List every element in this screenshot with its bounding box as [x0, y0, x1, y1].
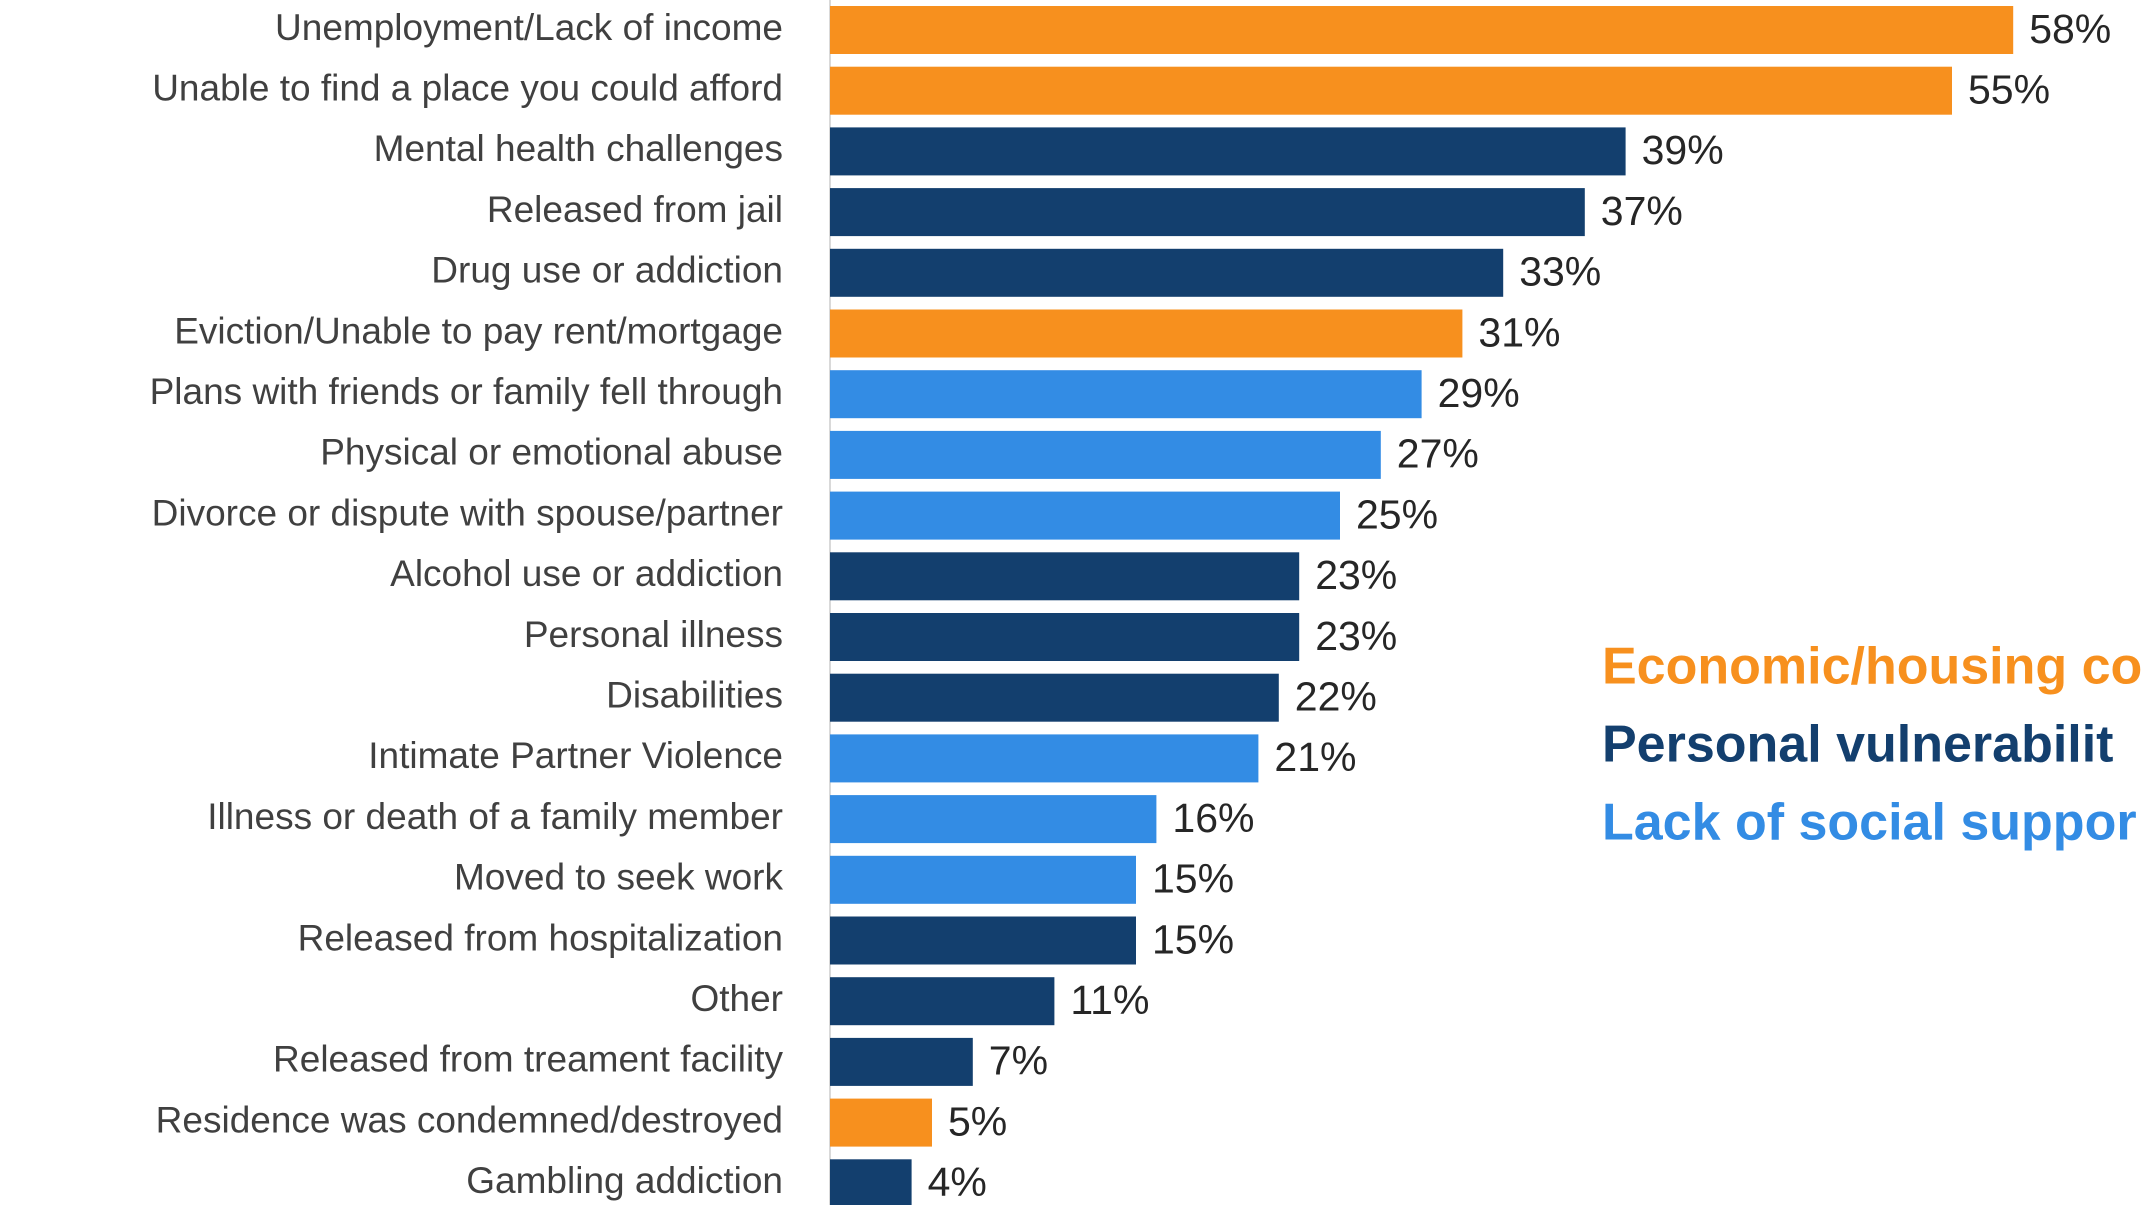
legend-entry: Personal vulnerabilit — [1602, 716, 2114, 774]
bar — [830, 1098, 932, 1147]
value-label: 16% — [1172, 795, 1254, 841]
bar — [830, 855, 1136, 904]
bar — [830, 430, 1381, 479]
bar — [830, 309, 1463, 358]
legend-entry: Economic/housing co — [1602, 638, 2142, 696]
value-label: 37% — [1601, 188, 1683, 234]
value-label: 15% — [1152, 916, 1234, 962]
category-label: Unemployment/Lack of income — [275, 7, 783, 48]
legend-entry: Lack of social suppor — [1602, 794, 2137, 852]
bar — [830, 1037, 973, 1086]
value-label: 33% — [1519, 249, 1601, 295]
category-label: Divorce or dispute with spouse/partner — [152, 492, 783, 533]
category-label: Released from hospitalization — [298, 917, 783, 958]
bar — [830, 916, 1136, 965]
category-label: Illness or death of a family member — [207, 796, 783, 837]
bar — [830, 188, 1585, 237]
bar — [830, 613, 1300, 661]
value-label: 31% — [1478, 309, 1560, 355]
bar — [830, 6, 2014, 54]
bar — [830, 127, 1626, 176]
category-label: Mental health challenges — [374, 128, 783, 169]
value-label: 21% — [1274, 734, 1356, 780]
bar — [830, 1159, 912, 1205]
category-label: Eviction/Unable to pay rent/mortgage — [174, 310, 783, 351]
category-label: Disabilities — [606, 674, 783, 715]
value-label: 23% — [1315, 613, 1397, 659]
value-label: 39% — [1642, 127, 1724, 173]
value-label: 29% — [1438, 370, 1520, 416]
bar — [830, 552, 1300, 601]
value-label: 25% — [1356, 491, 1438, 537]
value-label: 27% — [1397, 431, 1479, 477]
value-label: 7% — [989, 1038, 1048, 1084]
value-label: 5% — [948, 1098, 1007, 1144]
value-label: 58% — [2029, 6, 2111, 52]
category-label: Released from jail — [487, 189, 783, 230]
bar — [830, 795, 1157, 844]
category-label: Moved to seek work — [454, 857, 784, 898]
category-label: Other — [690, 978, 783, 1019]
value-label: 55% — [1968, 67, 2050, 113]
value-label: 23% — [1315, 552, 1397, 598]
value-label: 22% — [1295, 674, 1377, 720]
category-label: Drug use or addiction — [431, 250, 783, 291]
bar — [830, 248, 1504, 297]
value-label: 11% — [1070, 977, 1149, 1023]
bar — [830, 977, 1055, 1026]
bar — [830, 66, 1952, 115]
category-label: Residence was condemned/destroyed — [156, 1099, 783, 1140]
category-label: Unable to find a place you could afford — [152, 67, 783, 108]
category-label: Released from treament facility — [273, 1039, 783, 1080]
category-label: Physical or emotional abuse — [320, 432, 783, 473]
bar — [830, 673, 1279, 722]
bar — [830, 491, 1340, 540]
category-label: Intimate Partner Violence — [368, 735, 783, 776]
value-label: 15% — [1152, 856, 1234, 902]
category-label: Plans with friends or family fell throug… — [150, 371, 783, 412]
bar — [830, 734, 1259, 783]
value-label: 4% — [928, 1159, 987, 1205]
bar — [830, 370, 1422, 419]
category-label: Alcohol use or addiction — [390, 553, 783, 594]
category-label: Gambling addiction — [466, 1160, 783, 1201]
category-label: Personal illness — [524, 614, 783, 655]
